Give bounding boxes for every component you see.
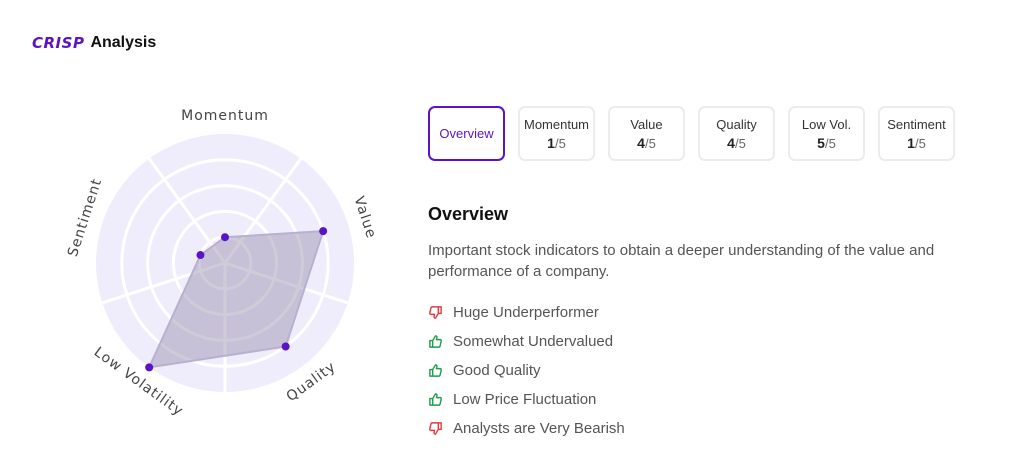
radar-point-quality (281, 342, 290, 351)
radar-axis-label-momentum: Momentum (181, 108, 269, 124)
radar-point-sentiment (196, 251, 205, 260)
app-header: CRISP Analysis (32, 34, 156, 52)
indicator-item: Analysts are Very Bearish (428, 414, 625, 443)
tab-score: 1/5 (907, 134, 926, 151)
radar-spoke (223, 157, 303, 264)
tab-score: 5/5 (817, 134, 836, 151)
indicator-text: Good Quality (453, 362, 541, 379)
page-title: Analysis (90, 34, 157, 51)
radar-axis-label-value: Value (350, 194, 379, 240)
tab-bar: Overview Momentum 1/5 Value 4/5 Quality … (428, 106, 955, 161)
tab-label: Overview (439, 126, 494, 141)
tab-label: Momentum (523, 116, 590, 132)
crisp-logo: CRISP (32, 34, 85, 52)
indicator-list: Huge Underperformer Somewhat Undervalued… (428, 298, 625, 443)
thumbs-down-icon (428, 305, 443, 320)
indicator-item: Good Quality (428, 356, 625, 385)
tab-value[interactable]: Value 4/5 (608, 106, 685, 161)
tab-quality[interactable]: Quality 4/5 (698, 106, 775, 161)
tab-score: 1/5 (547, 134, 566, 151)
tab-low-vol[interactable]: Low Vol. 5/5 (788, 106, 865, 161)
radar-spoke (101, 261, 226, 305)
indicator-item: Somewhat Undervalued (428, 327, 625, 356)
thumbs-up-icon (428, 363, 443, 378)
radar-score-area (147, 230, 325, 369)
thumbs-up-icon (428, 392, 443, 407)
indicator-item: Low Price Fluctuation (428, 385, 625, 414)
overview-heading: Overview (428, 204, 509, 224)
indicator-text: Analysts are Very Bearish (453, 420, 625, 437)
tab-overview[interactable]: Overview (428, 106, 505, 161)
thumbs-up-icon (428, 334, 443, 349)
indicator-text: Somewhat Undervalued (453, 333, 614, 350)
tab-score: 4/5 (637, 134, 656, 151)
indicator-item: Huge Underperformer (428, 298, 625, 327)
tab-label: Sentiment (887, 116, 946, 132)
overview-description: Important stock indicators to obtain a d… (428, 242, 935, 280)
indicator-text: Huge Underperformer (453, 304, 599, 321)
tab-momentum[interactable]: Momentum 1/5 (518, 106, 595, 161)
tab-label: Low Vol. (801, 116, 852, 132)
tab-label: Quality (716, 116, 757, 132)
tab-score: 4/5 (727, 134, 746, 151)
thumbs-down-icon (428, 421, 443, 436)
indicator-text: Low Price Fluctuation (453, 391, 597, 408)
radar-point-low-volatility (145, 363, 154, 372)
tab-sentiment[interactable]: Sentiment 1/5 (878, 106, 955, 161)
radar-chart: Momentum Value Quality Low Volatility Sentim… (40, 86, 410, 426)
radar-spoke (224, 261, 349, 305)
radar-point-value (319, 227, 328, 236)
tab-label: Value (630, 116, 663, 132)
radar-point-momentum (221, 233, 229, 242)
